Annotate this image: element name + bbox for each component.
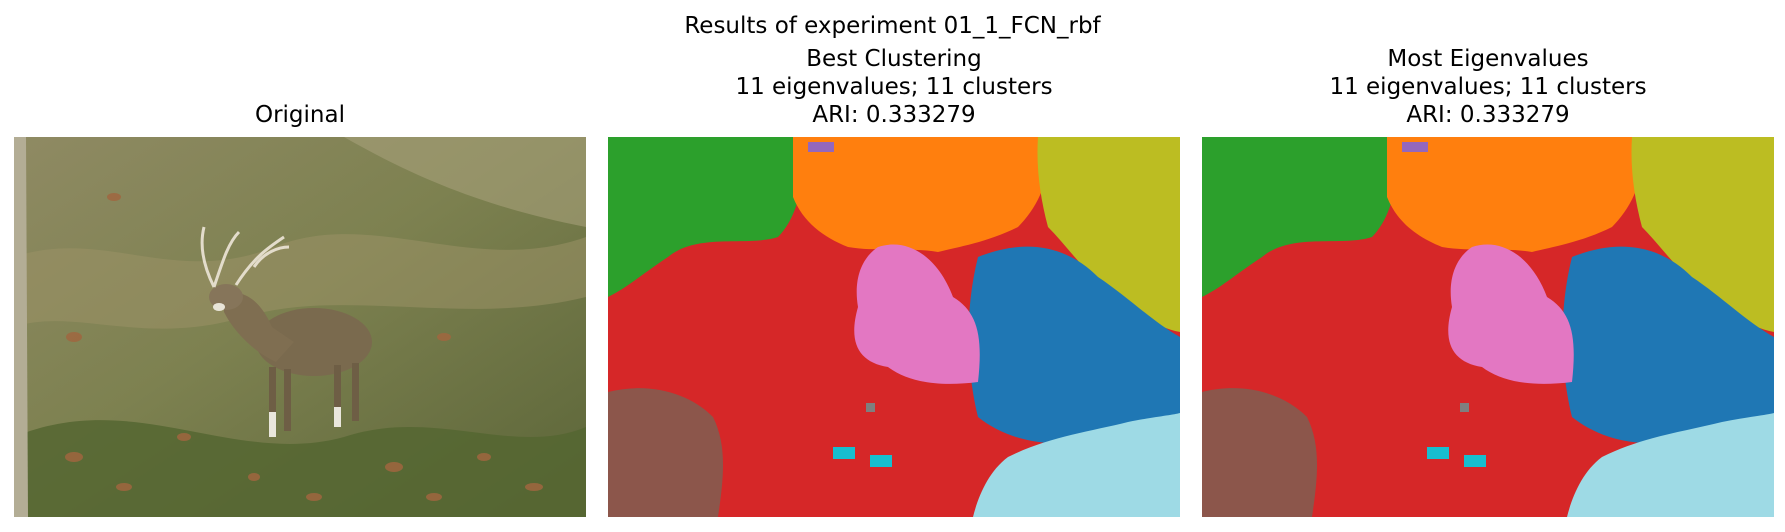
panel-title-line: ARI: 0.333279 bbox=[1406, 102, 1570, 128]
clustering-image-most bbox=[1202, 137, 1774, 517]
panel-title-line: Best Clustering bbox=[806, 46, 982, 72]
cluster-map bbox=[1202, 137, 1774, 517]
panel-title-line: ARI: 0.333279 bbox=[812, 102, 976, 128]
panel-title-line: 11 eigenvalues; 11 clusters bbox=[735, 74, 1053, 100]
panel-title-line: Original bbox=[254, 102, 345, 128]
original-image bbox=[14, 137, 586, 517]
cluster-map bbox=[608, 137, 1180, 517]
panel-title-line: Most Eigenvalues bbox=[1387, 46, 1589, 72]
figure-suptitle: Results of experiment 01_1_FCN_rbf bbox=[684, 13, 1101, 39]
clustering-image-best bbox=[608, 137, 1180, 517]
deer-figure bbox=[200, 226, 372, 437]
panel-title-line: 11 eigenvalues; 11 clusters bbox=[1329, 74, 1647, 100]
